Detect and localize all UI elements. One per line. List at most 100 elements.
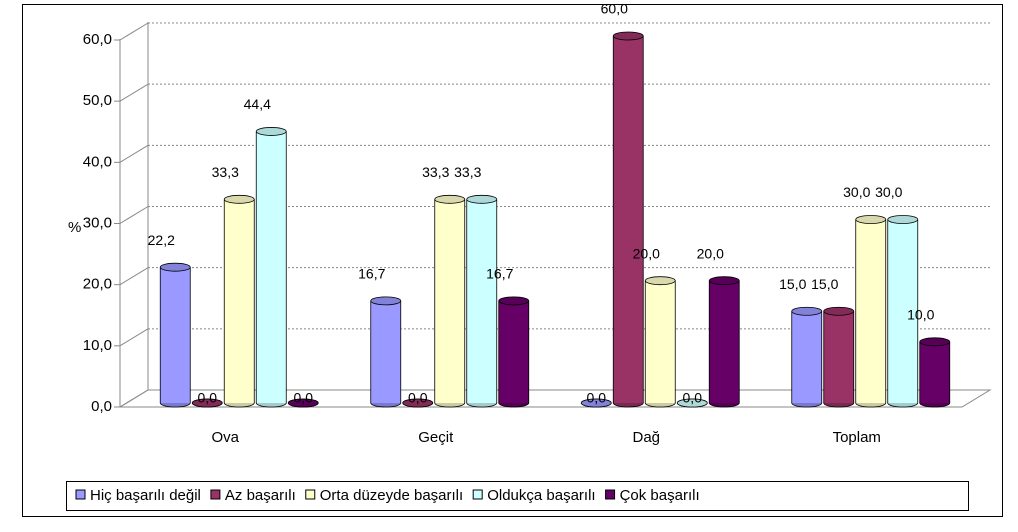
bar-part bbox=[887, 215, 919, 224]
x-tick-label: Ova bbox=[211, 429, 239, 446]
y-axis-label: % bbox=[68, 219, 81, 236]
legend-label: Çok başarılı bbox=[620, 487, 700, 504]
bar bbox=[855, 215, 887, 408]
legend-label: Hiç başarılı değil bbox=[90, 487, 201, 504]
chart-frame bbox=[22, 4, 1003, 517]
bar-part bbox=[708, 276, 740, 286]
y-tick-label: 20,0 bbox=[83, 276, 112, 293]
grid-line bbox=[119, 206, 149, 224]
data-label: 33,3 bbox=[212, 164, 239, 180]
grid-line bbox=[119, 22, 149, 41]
bar-part bbox=[223, 194, 255, 204]
bar-part bbox=[823, 306, 855, 316]
data-label: 20,0 bbox=[633, 245, 660, 261]
data-label: 16,7 bbox=[358, 266, 385, 282]
bar-part bbox=[434, 199, 465, 403]
bar bbox=[612, 31, 644, 408]
data-label: 0,0 bbox=[408, 390, 428, 406]
legend-swatch bbox=[605, 489, 616, 500]
x-tick-label: Geçit bbox=[418, 429, 454, 446]
bar-part bbox=[159, 262, 191, 272]
bar-part bbox=[402, 398, 434, 408]
data-label: 60,0 bbox=[601, 1, 628, 17]
data-label: 0,0 bbox=[683, 390, 703, 406]
bar bbox=[287, 398, 319, 408]
bar bbox=[791, 306, 823, 408]
bar-part bbox=[224, 199, 255, 403]
grid-line bbox=[119, 144, 149, 163]
y-tick-label: 60,0 bbox=[83, 31, 112, 48]
bar-part bbox=[160, 267, 191, 403]
bar bbox=[191, 398, 223, 408]
bar-part bbox=[645, 280, 676, 403]
data-label: 0,0 bbox=[294, 390, 314, 406]
data-label: 20,0 bbox=[697, 245, 724, 261]
bar-part bbox=[823, 311, 854, 403]
grid-line bbox=[119, 267, 149, 286]
y-tick-label: 10,0 bbox=[83, 337, 112, 354]
bar bbox=[434, 194, 466, 408]
y-tick-label: 0,0 bbox=[91, 398, 112, 415]
bar bbox=[255, 127, 287, 408]
grid-line bbox=[119, 328, 149, 347]
legend-swatch bbox=[305, 489, 316, 500]
bar-part bbox=[370, 300, 401, 403]
data-label: 30,0 bbox=[843, 184, 870, 200]
x-tick-label: Dağ bbox=[632, 429, 660, 446]
bar-part bbox=[791, 311, 822, 403]
bar bbox=[466, 194, 498, 408]
data-label: 30,0 bbox=[875, 184, 902, 200]
bar-part bbox=[498, 296, 530, 306]
bar bbox=[370, 296, 402, 408]
bar bbox=[919, 337, 951, 408]
legend-label: Orta düzeyde başarılı bbox=[320, 487, 463, 504]
bar-part bbox=[370, 296, 402, 306]
legend-label: Az başarılı bbox=[225, 487, 296, 504]
bar-part bbox=[644, 276, 676, 286]
data-label: 0,0 bbox=[198, 390, 218, 406]
y-tick-label: 30,0 bbox=[83, 214, 112, 231]
bar-part bbox=[580, 398, 612, 408]
data-label: 10,0 bbox=[907, 307, 934, 323]
data-label: 16,7 bbox=[486, 266, 513, 282]
legend-swatch bbox=[472, 489, 483, 500]
bar bbox=[580, 398, 612, 408]
legend-swatch bbox=[210, 489, 221, 500]
bar bbox=[402, 398, 434, 408]
y-tick-label: 50,0 bbox=[83, 92, 112, 109]
bar-part bbox=[434, 194, 466, 204]
bar-part bbox=[887, 219, 918, 403]
data-label: 15,0 bbox=[811, 276, 838, 292]
grid-line bbox=[119, 389, 149, 408]
data-label: 33,3 bbox=[454, 164, 481, 180]
bar-part bbox=[612, 31, 644, 41]
bar-part bbox=[855, 215, 887, 224]
bar bbox=[676, 398, 708, 408]
bar-part bbox=[256, 131, 287, 404]
bar bbox=[498, 296, 530, 408]
bar-part bbox=[191, 398, 223, 408]
bar-part bbox=[255, 127, 287, 136]
bar-part bbox=[613, 36, 644, 403]
bar-part bbox=[855, 219, 886, 403]
bar-part bbox=[709, 280, 740, 403]
bar bbox=[887, 215, 919, 408]
data-label: 33,3 bbox=[422, 164, 449, 180]
y-tick-label: 40,0 bbox=[83, 153, 112, 170]
bar-part bbox=[919, 337, 951, 347]
bar bbox=[223, 194, 255, 408]
x-tick-label: Toplam bbox=[833, 429, 881, 446]
data-label: 44,4 bbox=[244, 96, 271, 112]
data-label: 22,2 bbox=[148, 232, 175, 248]
bar-part bbox=[466, 199, 497, 403]
bar-part bbox=[287, 398, 319, 408]
bar-part bbox=[919, 341, 950, 403]
bar-part bbox=[466, 194, 498, 204]
bar bbox=[708, 276, 740, 408]
bar-part bbox=[791, 306, 823, 316]
legend-label: Oldukça başarılı bbox=[487, 487, 595, 504]
bar bbox=[159, 262, 191, 408]
legend-swatch bbox=[75, 489, 86, 500]
bar-part bbox=[498, 300, 529, 403]
